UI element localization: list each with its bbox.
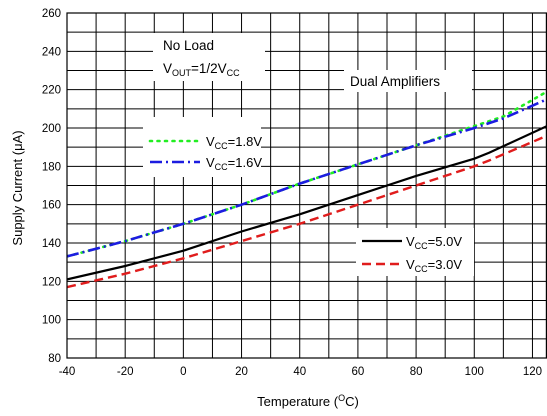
y-tick-label: 180 bbox=[42, 161, 61, 173]
y-tick-label: 120 bbox=[42, 276, 61, 288]
y-tick-label: 140 bbox=[42, 238, 61, 250]
legend-label-vcc-3-0v: VCC=3.0V bbox=[406, 257, 462, 274]
x-tick-label: 100 bbox=[465, 366, 484, 378]
y-tick-label: 100 bbox=[42, 315, 61, 327]
y-tick-label: 260 bbox=[42, 8, 61, 20]
legend-item-vcc-1-6v: VCC=1.6V bbox=[150, 155, 262, 172]
condition-note: No Load VOUT=1/2VCC bbox=[153, 33, 265, 81]
series-line-vcc-3-0v bbox=[67, 134, 547, 289]
series-line-vcc-1-6v bbox=[67, 98, 547, 258]
x-tick-label: -20 bbox=[117, 366, 134, 378]
no-load-label: No Load bbox=[163, 38, 214, 53]
y-tick-label: 80 bbox=[48, 353, 61, 365]
x-axis-title: Temperature (OC) bbox=[257, 393, 359, 409]
plot-frame bbox=[66, 12, 547, 359]
y-tick-label: 160 bbox=[42, 200, 61, 212]
series-line-vcc-1-8v bbox=[67, 90, 547, 258]
x-tick-label: 60 bbox=[352, 366, 365, 378]
y-tick-label: 200 bbox=[42, 123, 61, 135]
legend-item-vcc-5-0v: VCC=5.0V bbox=[362, 234, 462, 251]
y-axis-title: Supply Current (μA) bbox=[10, 130, 25, 245]
legend-label-vcc-1-6v: VCC=1.6V bbox=[206, 155, 262, 172]
x-tick-label: 40 bbox=[293, 366, 306, 378]
series-lines bbox=[67, 90, 547, 289]
legend-label-vcc-1-8v: VCC=1.8V bbox=[206, 134, 262, 151]
legend-lower: VCC=5.0V VCC=3.0V bbox=[356, 228, 474, 276]
dual-amplifiers-note: Dual Amplifiers bbox=[344, 70, 472, 92]
series-line-vcc-5-0v bbox=[67, 125, 547, 281]
dual-amplifiers-label: Dual Amplifiers bbox=[350, 74, 440, 89]
x-tick-label: 0 bbox=[180, 366, 186, 378]
legend-item-vcc-1-8v: VCC=1.8V bbox=[148, 134, 262, 151]
x-tick-label: -40 bbox=[59, 366, 76, 378]
x-tick-label: 80 bbox=[410, 366, 423, 378]
legend-item-vcc-3-0v: VCC=3.0V bbox=[362, 257, 462, 274]
legend-upper: VCC=1.8V VCC=1.6V bbox=[143, 117, 262, 177]
legend-label-vcc-5-0v: VCC=5.0V bbox=[406, 234, 462, 251]
x-tick-label: 20 bbox=[235, 366, 248, 378]
x-tick-label: 120 bbox=[523, 366, 542, 378]
grid bbox=[67, 13, 547, 358]
y-tick-label: 220 bbox=[42, 85, 61, 97]
tick-labels: -40 -20 0 20 40 60 80 100 120 80 100 120 140 160 180 20… bbox=[42, 8, 542, 378]
y-tick-label: 240 bbox=[42, 46, 61, 58]
vout-label: VOUT=1/2VCC bbox=[163, 61, 240, 78]
